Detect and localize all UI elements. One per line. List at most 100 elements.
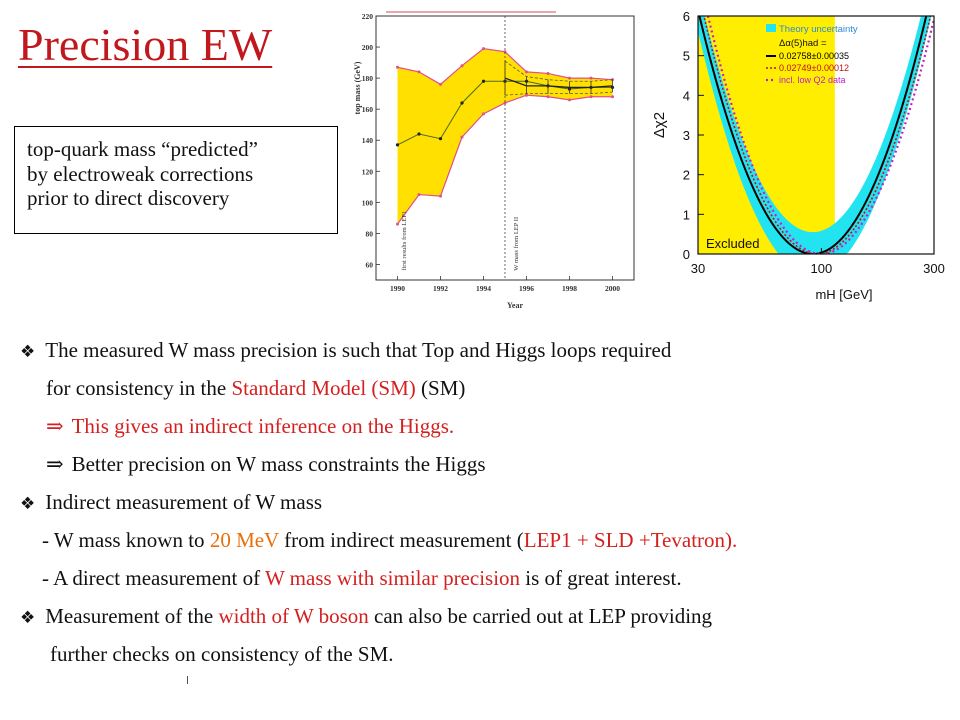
- bullet-text: - A direct measurement of: [42, 566, 265, 590]
- bullet-text: Measurement of the: [45, 604, 219, 628]
- lower-point: [503, 101, 507, 105]
- bullet-text: from indirect measurement (: [278, 528, 524, 552]
- bullet-text: Better precision on W mass constraints t…: [71, 452, 486, 476]
- y-tick-label: 80: [366, 229, 374, 238]
- implication-line: ⇒ Better precision on W mass constraints …: [46, 452, 486, 477]
- upper-point: [503, 50, 507, 54]
- bullet-text: The measured W mass precision is such th…: [45, 338, 672, 362]
- implication-line: ⇒ This gives an indirect inference on the…: [46, 414, 454, 439]
- upper-point: [482, 47, 485, 51]
- central-point: [438, 137, 443, 141]
- y-axis-label: top mass (GeV): [353, 61, 362, 114]
- x-axis-label: Year: [507, 301, 523, 310]
- sub-item: - W mass known to 20 MeV from indirect m…: [42, 528, 737, 553]
- y-tick-label: 220: [362, 12, 374, 21]
- slide-title: Precision EW: [18, 19, 273, 70]
- y-tick-label: 2: [683, 168, 690, 183]
- implies-icon: ⇒: [46, 452, 64, 476]
- note-line: by electroweak corrections: [27, 161, 254, 186]
- y-tick-label: 6: [683, 9, 690, 24]
- x-axis-label: mH [GeV]: [815, 287, 872, 302]
- bullet-text: is of great interest.: [520, 566, 682, 590]
- legend-entry: 0.02749±0.00012: [779, 63, 849, 73]
- lower-point: [589, 95, 593, 99]
- x-tick-label: 1992: [433, 284, 448, 293]
- y-tick-label: 120: [362, 167, 374, 176]
- y-tick-label: 180: [362, 74, 374, 83]
- legend-entry: incl. low Q2 data: [779, 75, 846, 85]
- y-tick-label: 60: [366, 260, 374, 269]
- top-mass-chart: 60 80 100 120 140 160 180 200 220 1990 1992 1994 199…: [353, 11, 635, 310]
- upper-point: [417, 70, 421, 74]
- lower-point: [525, 93, 528, 97]
- excluded-label: Excluded: [706, 236, 759, 251]
- upper-point: [439, 82, 442, 86]
- x-tick-label: 1996: [519, 284, 534, 293]
- upper-point: [396, 65, 399, 69]
- uncertainty-band: [397, 48, 613, 225]
- legend-entry: 0.02758±0.00035: [779, 51, 849, 61]
- legend-band-label: Theory uncertainty: [779, 24, 858, 35]
- bullet-highlight: W mass with similar precision: [264, 566, 521, 590]
- chi2-curve: [706, 16, 934, 254]
- bullet-item: ❖ The measured W mass precision is such t…: [20, 338, 671, 363]
- direct-upper: [504, 60, 613, 82]
- upper-point: [546, 71, 550, 75]
- x-tick-label: 1998: [562, 284, 577, 293]
- bullet-text: further checks on consistency of the SM.: [50, 642, 394, 666]
- direct-line: [504, 77, 613, 89]
- y-tick-label: 100: [362, 198, 374, 207]
- lower-point: [417, 193, 421, 197]
- lower-point: [546, 95, 550, 99]
- lower-point: [568, 98, 571, 102]
- note-line: top-quark mass “predicted”: [27, 137, 258, 161]
- implies-icon: ⇒: [46, 414, 64, 438]
- y-tick-label: 0: [683, 247, 690, 262]
- bullet-text: for consistency in the: [46, 376, 232, 400]
- lower-point: [460, 135, 464, 139]
- y-tick-label: 140: [362, 136, 374, 145]
- note-line: prior to direct discovery: [27, 186, 230, 210]
- x-tick-label: 100: [811, 261, 833, 276]
- y-tick-label: 1: [683, 207, 690, 222]
- diamond-bullet-icon: ❖: [20, 342, 36, 362]
- y-axis-label: Δχ2: [651, 112, 668, 138]
- chi2-curve: [703, 16, 932, 254]
- bullet-text: (SM): [415, 376, 466, 400]
- bullet-item: ❖ Indirect measurement of W mass: [20, 490, 322, 515]
- upper-point: [525, 70, 528, 74]
- legend-band-swatch: [766, 24, 776, 32]
- sub-item: - A direct measurement of W mass with si…: [42, 566, 682, 591]
- x-tick-label: 2000: [605, 284, 620, 293]
- x-tick-label: 1990: [390, 284, 405, 293]
- direct-lower: [504, 91, 613, 96]
- x-tick-label: 30: [691, 261, 705, 276]
- diamond-bullet-icon: ❖: [20, 608, 36, 628]
- diamond-bullet-icon: ❖: [20, 494, 36, 514]
- upper-point: [460, 64, 464, 68]
- y-tick-label: 200: [362, 43, 374, 52]
- central-point: [460, 101, 464, 105]
- lower-point: [482, 112, 485, 116]
- central-point: [481, 79, 486, 83]
- bullet-continuation: for consistency in the Standard Model (S…: [46, 376, 465, 401]
- lower-point: [611, 95, 614, 99]
- annotation-label: W mass from LEP II: [513, 217, 520, 271]
- y-tick-label: 3: [683, 128, 690, 143]
- x-tick-label: 300: [923, 261, 945, 276]
- bullet-text: - W mass known to: [42, 528, 210, 552]
- higgs-chi2-chart: 0 1 2 3 4 5 6 30 100 300 mH [GeV] Δχ2 Excluded Theory…: [651, 9, 945, 302]
- x-tick-label: 1994: [476, 284, 491, 293]
- lower-point: [396, 222, 399, 226]
- bullet-item: ❖ Measurement of the width of W boson can…: [20, 604, 712, 629]
- central-point: [417, 132, 421, 136]
- bullet-continuation: further checks on consistency of the SM.: [50, 642, 394, 667]
- bullet-highlight: Standard Model (SM): [231, 376, 416, 400]
- upper-point: [568, 76, 571, 80]
- bullet-highlight: width of W boson: [218, 604, 369, 628]
- y-tick-label: 5: [683, 49, 690, 64]
- bullet-highlight: This gives an indirect inference on the …: [71, 414, 455, 438]
- central-point: [395, 143, 400, 147]
- y-tick-label: 4: [683, 88, 690, 103]
- stray-mark: [187, 676, 188, 684]
